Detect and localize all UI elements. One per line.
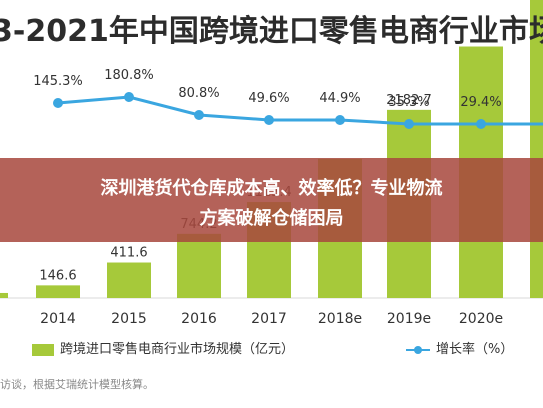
growth-label-2015: 180.8% — [104, 68, 154, 83]
growth-point-2017 — [264, 115, 274, 125]
bar-value-label-2015: 411.6 — [110, 246, 147, 261]
growth-label-2019e: 35.3% — [388, 95, 429, 110]
growth-label-2017: 49.6% — [248, 91, 289, 106]
growth-point-2015 — [124, 92, 134, 102]
legend-bar-item: 跨境进口零售电商行业市场规模（亿元） — [32, 338, 294, 357]
legend-bar-label: 跨境进口零售电商行业市场规模（亿元） — [60, 342, 295, 357]
source-note: 访谈，根据艾瑞统计模型核算。 — [0, 378, 154, 391]
headline-line-2: 方案破解仓储困局 — [199, 208, 344, 229]
legend-line-label: 增长率（%） — [436, 342, 514, 357]
bar-value-label-2014: 146.6 — [39, 268, 76, 283]
bar-value-label-2019e: 2182.7 — [386, 93, 432, 108]
bar-2016 — [177, 233, 221, 298]
growth-point-2014 — [53, 98, 63, 108]
growth-point-2020e — [476, 119, 486, 129]
x-tick-label-2017: 2017 — [251, 311, 287, 327]
x-tick-label-2020e: 2020e — [459, 311, 503, 327]
bar-2015 — [107, 262, 151, 298]
growth-rate-line — [57, 95, 543, 126]
legend-line-item: 增长率（%） — [406, 338, 513, 357]
chart-title: 3-2021年中国跨境进口零售电商行业市场 — [0, 14, 543, 49]
x-tick-label-2019e: 2019e — [387, 311, 431, 327]
x-tick-label-2014: 2014 — [40, 311, 76, 327]
bar-3 — [0, 292, 8, 298]
growth-label-2020e: 29.4% — [460, 95, 501, 110]
bar-2014 — [36, 285, 80, 298]
article-headline-banner[interactable]: 深圳港货代仓库成本高、效率低？专业物流 方案破解仓储困局 — [0, 158, 543, 242]
x-tick-label-2015: 2015 — [111, 311, 147, 327]
headline-line-1: 深圳港货代仓库成本高、效率低？专业物流 — [100, 178, 443, 199]
growth-label-2014: 145.3% — [33, 74, 83, 89]
legend-bar-swatch — [32, 343, 54, 356]
growth-label-2016: 80.8% — [178, 86, 219, 101]
growth-point-2018e — [335, 115, 345, 125]
growth-label-2018e: 44.9% — [319, 91, 360, 106]
legend-line-swatch — [406, 344, 430, 356]
x-tick-label-2016: 2016 — [181, 311, 217, 327]
growth-point-2016 — [194, 110, 204, 120]
x-tick-label-2018e: 2018e — [318, 311, 362, 327]
growth-point-2019e — [404, 119, 414, 129]
